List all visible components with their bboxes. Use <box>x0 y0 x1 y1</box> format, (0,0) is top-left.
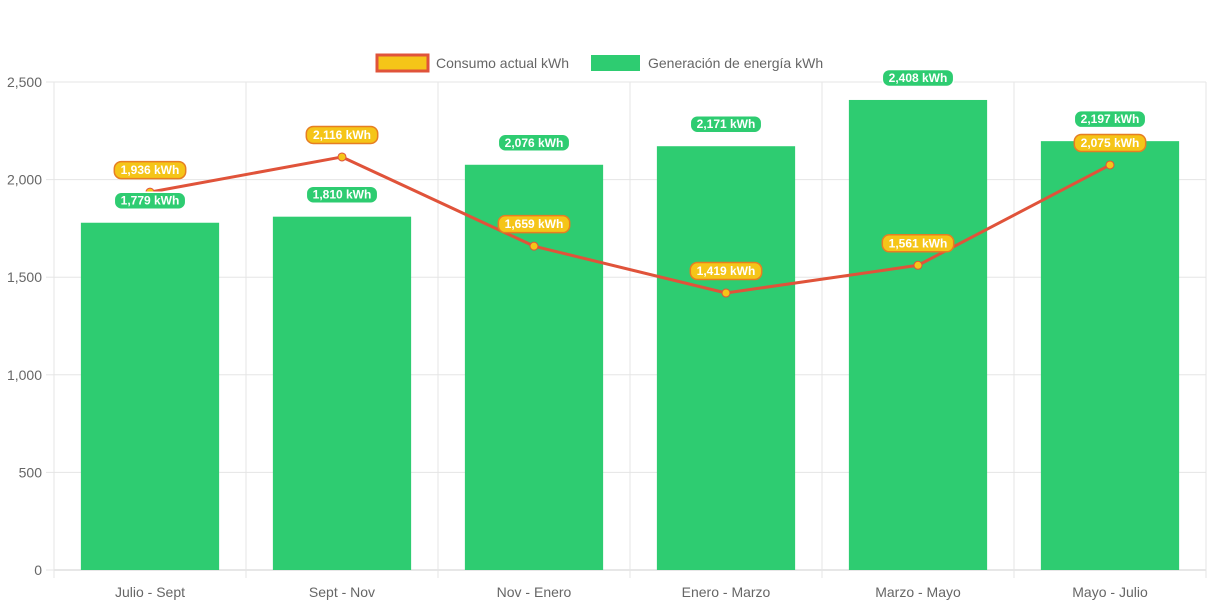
bar-data-label: 2,408 kWh <box>889 71 948 85</box>
y-tick-label: 2,500 <box>7 74 42 90</box>
line-data-label-bg <box>689 261 763 281</box>
legend-swatch-generacion <box>591 55 640 71</box>
y-tick-label: 1,000 <box>7 367 42 383</box>
line-data-label-bg <box>497 214 571 234</box>
bar <box>1040 141 1180 570</box>
line-data-label: 1,659 kWh <box>505 217 564 231</box>
bar <box>848 99 988 570</box>
legend-swatch-consumo <box>375 53 430 73</box>
x-tick-label: Julio - Sept <box>115 584 185 600</box>
bar <box>272 216 412 571</box>
bar-data-label-bg <box>1073 109 1147 129</box>
line-data-label: 1,561 kWh <box>889 236 948 250</box>
axis-labels-group: 0 500 1,000 1,500 2,000 2,500 Julio - Sept Sept… <box>7 74 1148 600</box>
y-tick-label: 2,000 <box>7 172 42 188</box>
line-data-label-bg <box>113 160 187 180</box>
x-tick-label: Sept - Nov <box>309 584 375 600</box>
bar-data-label-bg <box>497 133 571 153</box>
line-point <box>529 241 539 251</box>
bar-data-label: 2,197 kWh <box>1081 112 1140 126</box>
bar-data-label: 1,779 kWh <box>121 194 180 208</box>
bar-data-label-bg <box>113 191 187 210</box>
line-point <box>913 260 923 270</box>
y-tick-label: 0 <box>34 562 42 578</box>
legend-label-generacion: Generación de energía kWh <box>648 55 823 71</box>
x-tick-label: Marzo - Mayo <box>875 584 961 600</box>
x-tick-label: Enero - Marzo <box>682 584 771 600</box>
x-tick-label: Mayo - Julio <box>1072 584 1148 600</box>
bar-data-label-bg <box>881 68 955 88</box>
line-data-label: 2,075 kWh <box>1081 136 1140 150</box>
grid <box>46 81 1207 578</box>
bar-data-label: 1,810 kWh <box>313 188 372 202</box>
bar-data-label: 2,171 kWh <box>697 117 756 131</box>
bar-data-label: 2,076 kWh <box>505 136 564 150</box>
line-point <box>337 152 347 162</box>
line-point <box>1105 160 1115 170</box>
line-data-label-bg <box>881 234 955 253</box>
bar-data-label-bg <box>689 114 763 134</box>
legend: Consumo actual kWh Generación de energía … <box>375 53 823 73</box>
legend-label-consumo: Consumo actual kWh <box>436 55 569 71</box>
y-tick-label: 500 <box>19 464 43 480</box>
bar <box>80 222 220 570</box>
bar-data-label-bg <box>305 185 379 204</box>
data-labels-group: 1,779 kWh 1,810 kWh 2,076 kWh 2,171 kWh 2,40… <box>113 68 1147 281</box>
line-data-label: 1,936 kWh <box>121 163 180 177</box>
bar <box>656 146 796 570</box>
line-data-label-bg <box>305 125 379 145</box>
line-data-label-bg <box>1073 133 1147 153</box>
x-tick-label: Nov - Enero <box>497 584 572 600</box>
line-data-label: 1,419 kWh <box>697 264 756 278</box>
line-data-label: 2,116 kWh <box>313 128 371 142</box>
line-point <box>721 288 731 298</box>
y-tick-label: 1,500 <box>7 269 42 285</box>
